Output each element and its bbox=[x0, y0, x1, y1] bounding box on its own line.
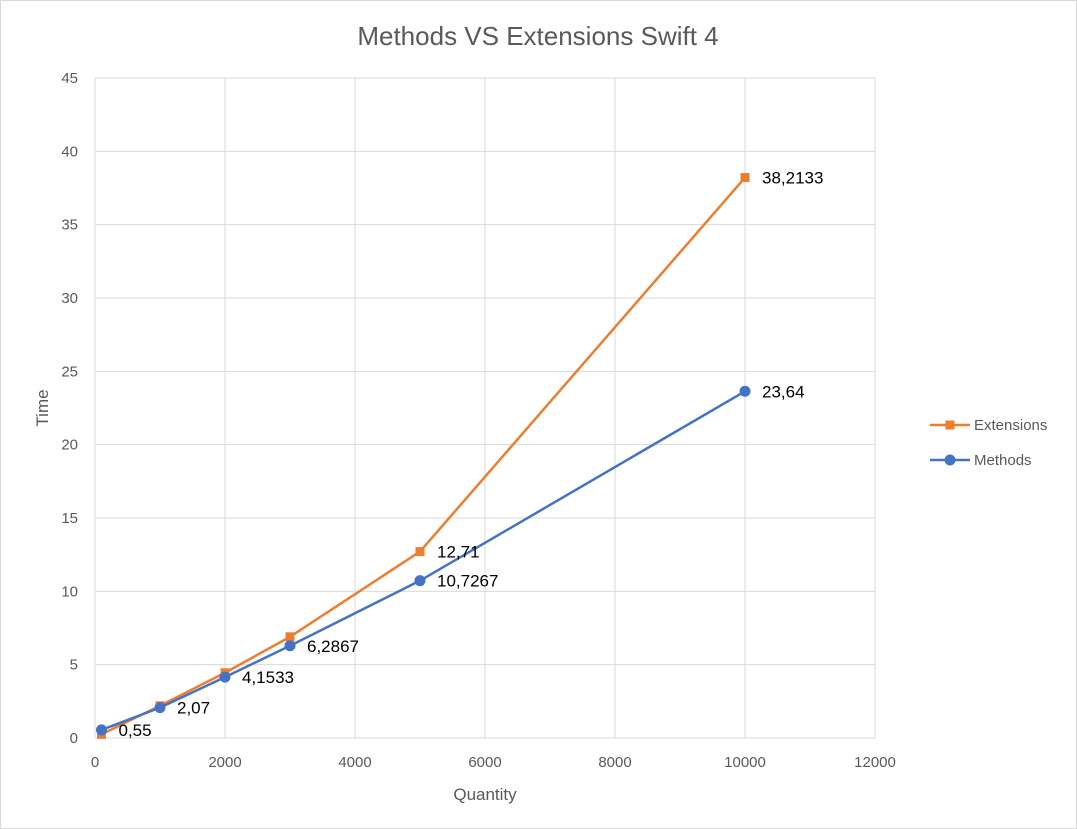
y-axis-title: Time bbox=[33, 389, 52, 426]
x-tick-label: 10000 bbox=[724, 754, 766, 771]
x-tick-label: 4000 bbox=[338, 754, 371, 771]
data-point-marker bbox=[219, 671, 231, 683]
gridlines bbox=[94, 77, 876, 739]
data-point-marker bbox=[739, 385, 751, 397]
data-label: 6,2867 bbox=[307, 637, 359, 656]
data-point-marker bbox=[740, 173, 750, 183]
x-tick-label: 12000 bbox=[854, 754, 896, 771]
series-line bbox=[100, 176, 746, 736]
x-tick-label: 8000 bbox=[598, 754, 631, 771]
y-tick-label: 25 bbox=[61, 363, 78, 380]
data-point-marker bbox=[285, 632, 295, 642]
data-label: 38,2133 bbox=[762, 169, 823, 188]
legend-label: Methods bbox=[974, 452, 1032, 469]
y-tick-label: 20 bbox=[61, 437, 78, 454]
x-tick-label: 6000 bbox=[468, 754, 501, 771]
series-layer bbox=[96, 173, 751, 739]
y-tick-label: 15 bbox=[61, 510, 78, 527]
series-line bbox=[101, 390, 746, 732]
series-extensions bbox=[97, 173, 750, 739]
data-label: 10,7267 bbox=[437, 572, 498, 591]
data-label: 0,55 bbox=[119, 721, 152, 740]
x-tick-label: 0 bbox=[91, 754, 99, 771]
data-point-marker bbox=[284, 640, 296, 652]
data-point-marker bbox=[96, 724, 107, 736]
data-point-marker bbox=[414, 575, 426, 587]
legend: Extensions Methods bbox=[930, 417, 1047, 469]
data-labels: 12,71 38,2133 0,55 2,07 4,1533 6,2867 10,7267 2… bbox=[119, 169, 824, 740]
data-label: 2,07 bbox=[177, 699, 210, 718]
legend-marker bbox=[945, 420, 955, 430]
y-tick-label: 5 bbox=[70, 657, 78, 674]
legend-item-extensions: Extensions bbox=[930, 417, 1047, 434]
data-label: 4,1533 bbox=[242, 668, 294, 687]
y-tick-label: 0 bbox=[70, 730, 78, 747]
data-label: 23,64 bbox=[762, 382, 805, 401]
x-tick-label: 2000 bbox=[208, 754, 241, 771]
data-point-marker bbox=[415, 547, 425, 557]
y-tick-label: 10 bbox=[61, 583, 78, 600]
x-axis-title: Quantity bbox=[453, 785, 517, 804]
series-methods bbox=[96, 385, 751, 736]
y-tick-label: 35 bbox=[61, 217, 78, 234]
y-tick-label: 45 bbox=[61, 70, 78, 87]
legend-marker bbox=[944, 454, 956, 466]
data-point-marker bbox=[154, 702, 166, 714]
y-tick-label: 30 bbox=[61, 290, 78, 307]
legend-label: Extensions bbox=[974, 417, 1047, 434]
y-tick-label: 40 bbox=[61, 143, 78, 160]
legend-item-methods: Methods bbox=[930, 452, 1032, 469]
axis-ticks: 0 5 10 15 20 25 30 35 40 45 0 2000 4000 6000 8000 10000… bbox=[61, 70, 896, 771]
chart-title: Methods VS Extensions Swift 4 bbox=[357, 21, 718, 51]
data-label: 12,71 bbox=[437, 543, 480, 562]
